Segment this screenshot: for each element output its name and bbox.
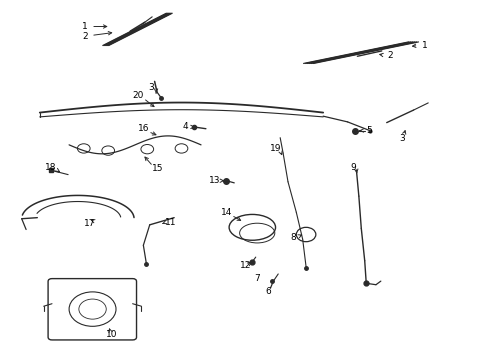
Text: 18: 18 xyxy=(45,163,56,172)
Text: 10: 10 xyxy=(106,330,118,339)
Text: 2: 2 xyxy=(82,32,88,41)
Text: 1: 1 xyxy=(422,41,428,50)
Text: 2: 2 xyxy=(388,51,393,60)
Text: 20: 20 xyxy=(133,91,144,100)
Text: 1: 1 xyxy=(82,22,88,31)
Text: 9: 9 xyxy=(351,163,356,172)
Text: 13: 13 xyxy=(209,176,221,185)
Text: 14: 14 xyxy=(221,208,232,217)
Text: 15: 15 xyxy=(152,165,164,174)
Text: 4: 4 xyxy=(183,122,188,131)
Text: 16: 16 xyxy=(138,124,149,133)
Text: 7: 7 xyxy=(254,274,260,283)
Text: 3: 3 xyxy=(148,83,154,92)
Text: 5: 5 xyxy=(367,126,372,135)
Text: 6: 6 xyxy=(266,287,271,296)
Text: 11: 11 xyxy=(165,218,176,227)
Text: 3: 3 xyxy=(399,134,405,143)
Text: 8: 8 xyxy=(290,233,296,242)
Text: 17: 17 xyxy=(84,219,96,228)
Text: 12: 12 xyxy=(240,261,252,270)
Text: 19: 19 xyxy=(270,144,281,153)
